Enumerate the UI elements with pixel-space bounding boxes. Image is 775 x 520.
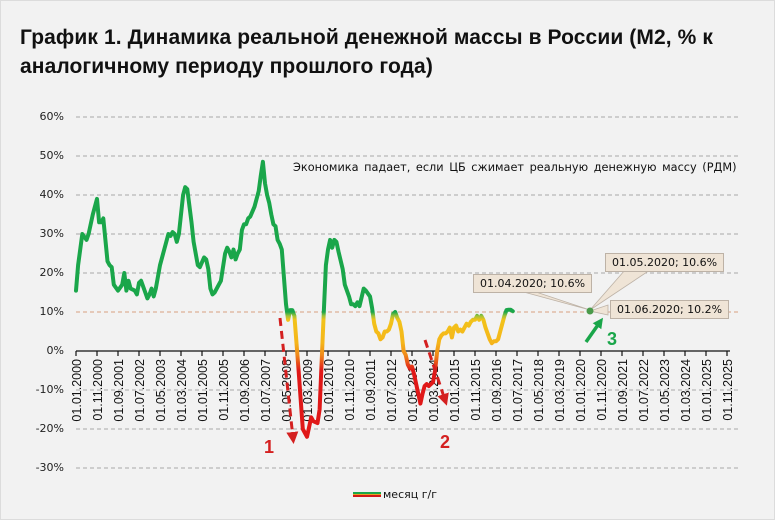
legend-label: месяц г/г [383, 488, 437, 501]
y-tick-label: 30% [39, 227, 64, 240]
x-tick-label: 01.09.2021 [616, 359, 630, 422]
callout-2020-06: 01.06.2020; 10.2% [610, 300, 730, 319]
annotation-3: 3 [607, 329, 617, 349]
annotation-2: 2 [440, 432, 450, 452]
x-tick-label: 01.03.2024 [679, 359, 693, 422]
legend: месяц г/г [353, 488, 437, 501]
y-tick-label: -20% [35, 422, 64, 435]
y-tick-label: 0% [46, 344, 64, 357]
y-tick-label: 60% [39, 110, 64, 123]
x-tick-label: 01.03.2019 [553, 359, 567, 422]
callout-2020-04: 01.04.2020; 10.6% [473, 274, 593, 293]
arrow-3-icon [584, 317, 604, 344]
arrow-2-icon [423, 339, 449, 406]
grid-lines [76, 116, 740, 469]
x-tick-label: 01.07.2017 [511, 359, 525, 422]
x-tick-label: 01.11.2010 [343, 359, 357, 421]
legend-swatch [353, 492, 381, 497]
x-tick-label: 01.09.2011 [364, 359, 378, 421]
x-tick-label: 01.01.2005 [196, 359, 210, 422]
x-tick-label: 01.09.2016 [490, 359, 504, 422]
x-tick-label: 01.01.2020 [574, 359, 588, 422]
x-tick-label: 01.09.2001 [112, 359, 126, 422]
x-tick-label: 01.07.2007 [259, 359, 273, 422]
y-tick-label: 40% [39, 188, 64, 201]
x-tick-label: 01.07.2022 [637, 359, 651, 422]
x-tick-label: 01.01.2010 [322, 359, 336, 422]
x-tick-label: 01.07.2012 [385, 359, 399, 422]
chart-note: Экономика падает, если ЦБ сжимает реальн… [293, 161, 737, 174]
x-tick-label: 01.05.2003 [154, 359, 168, 422]
arrow-1-icon [278, 317, 299, 444]
y-tick-label: -30% [35, 461, 64, 474]
x-tick-label: 01.03.2004 [175, 359, 189, 422]
x-tick-label: 01.01.2025 [700, 359, 714, 422]
x-tick-label: 01.01.2015 [448, 359, 462, 422]
callout-leader-3 [588, 304, 609, 316]
x-tick-label: 01.05.2018 [532, 359, 546, 422]
callout-leader-1 [519, 290, 591, 311]
x-tick-label: 01.11.2000 [91, 359, 105, 421]
x-tick-label: 01.09.2006 [238, 359, 252, 422]
callout-2020-05: 01.05.2020; 10.6% [605, 253, 725, 272]
chart-title: График 1. Динамика реальной денежной мас… [20, 26, 713, 78]
y-tick-label: 10% [39, 305, 64, 318]
x-tick-label: 01.07.2002 [133, 359, 147, 422]
y-tick-label: -10% [35, 383, 64, 396]
x-tick-label: 01.11.2005 [217, 359, 231, 421]
x-axis: 01.01.2000 01.11.2000 01.09.2001 01.07.2002… [70, 350, 735, 422]
x-tick-label: 01.11.2015 [469, 359, 483, 421]
y-tick-label: 50% [39, 149, 64, 162]
x-tick-label: 01.03.2009 [301, 359, 315, 422]
x-tick-label: 01.03.2014 [427, 359, 441, 422]
annotation-1: 1 [264, 437, 274, 457]
y-tick-label: 20% [39, 266, 64, 279]
x-tick-label: 01.11.2020 [595, 359, 609, 421]
x-tick-label: 01.05.2023 [658, 359, 672, 422]
x-tick-label: 01.11.2025 [721, 359, 735, 421]
x-tick-label: 01.01.2000 [70, 359, 84, 422]
series-line-month-yoy [74, 159, 515, 439]
x-tick-label: 01.05.2013 [406, 359, 420, 422]
highlight-point [586, 307, 594, 315]
